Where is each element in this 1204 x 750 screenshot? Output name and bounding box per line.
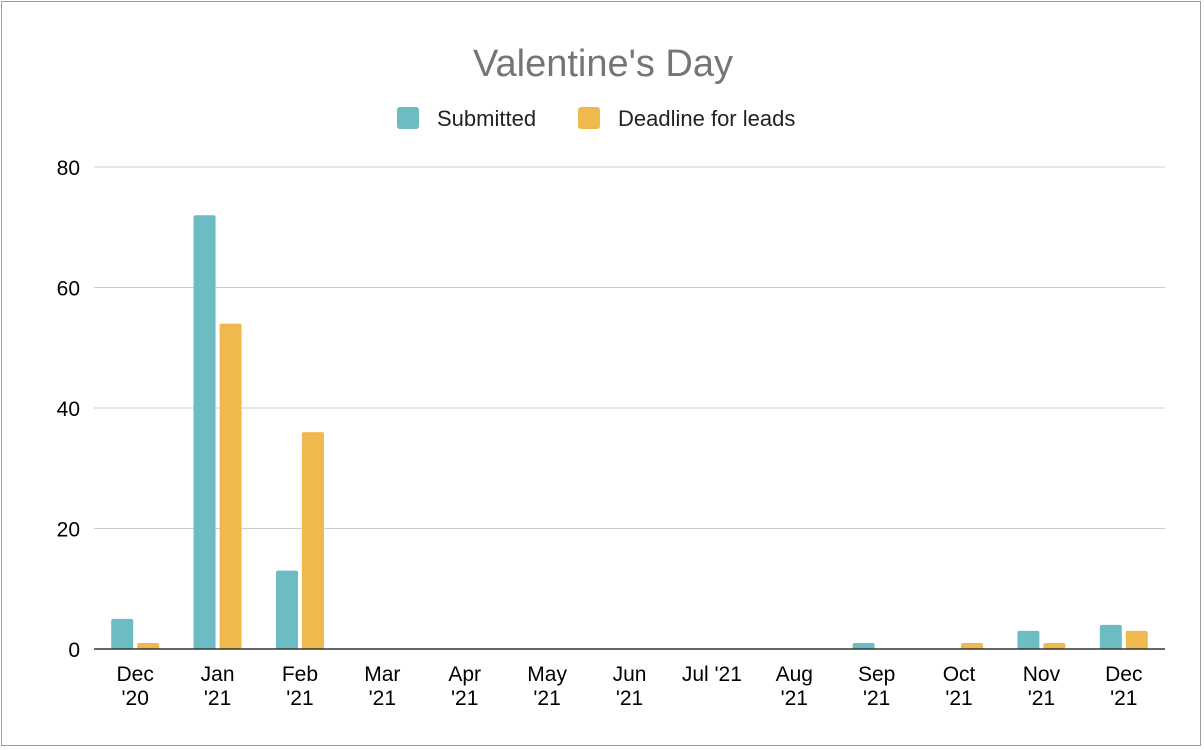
bar-deadline-for-leads-1 — [219, 323, 242, 649]
legend-label-0: Submitted — [437, 106, 536, 131]
y-tick-label: 80 — [57, 157, 80, 180]
x-tick-label: Jul '21 — [682, 663, 742, 686]
bar-submitted-9 — [852, 642, 875, 649]
bar-deadline-for-leads-12 — [1125, 630, 1148, 649]
x-tick-label: Nov '21 — [1023, 663, 1061, 710]
gridlines — [94, 166, 1165, 529]
bar-submitted-0 — [111, 618, 134, 649]
x-tick-label: Jan '21 — [201, 663, 235, 710]
legend-swatch-1 — [578, 107, 600, 129]
y-tick-label: 20 — [57, 519, 80, 542]
x-tick-label: Oct '21 — [943, 663, 976, 710]
bars — [111, 215, 1148, 649]
y-tick-label: 0 — [68, 639, 80, 662]
y-tick-label: 40 — [57, 398, 80, 421]
x-tick-label: Sep '21 — [858, 663, 895, 710]
bar-submitted-11 — [1017, 630, 1040, 649]
x-tick-label: Mar '21 — [364, 663, 400, 710]
y-axis-ticks: 0 20 40 60 80 — [57, 157, 80, 662]
bar-submitted-1 — [193, 215, 216, 649]
legend: Submitted Deadline for leads — [397, 106, 795, 131]
x-tick-label: Feb '21 — [282, 663, 318, 710]
y-tick-label: 60 — [57, 278, 80, 301]
bar-deadline-for-leads-11 — [1043, 642, 1066, 649]
legend-label-1: Deadline for leads — [618, 106, 795, 131]
x-tick-label: Jun '21 — [613, 663, 647, 710]
chart-title: Valentine's Day — [473, 43, 733, 85]
x-tick-label: Dec '20 — [117, 663, 154, 710]
legend-swatch-0 — [397, 107, 419, 129]
bar-deadline-for-leads-2 — [301, 432, 324, 649]
x-tick-label: Apr '21 — [448, 663, 481, 710]
x-tick-label: Aug '21 — [776, 663, 813, 710]
x-tick-label: Dec '21 — [1105, 663, 1142, 710]
bar-deadline-for-leads-0 — [137, 642, 160, 649]
bar-submitted-12 — [1099, 624, 1122, 649]
x-tick-label: May '21 — [527, 663, 567, 710]
x-axis-ticks: Dec '20 Jan '21 Feb '21 Mar '21 Apr '21 May '21 Jun '… — [117, 663, 1143, 710]
bar-submitted-2 — [275, 570, 298, 649]
bar-deadline-for-leads-10 — [961, 642, 984, 649]
